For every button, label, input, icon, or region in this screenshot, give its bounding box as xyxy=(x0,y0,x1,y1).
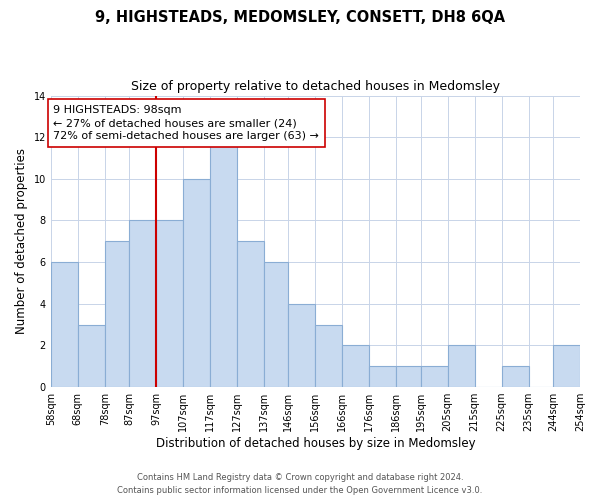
Text: 9, HIGHSTEADS, MEDOMSLEY, CONSETT, DH8 6QA: 9, HIGHSTEADS, MEDOMSLEY, CONSETT, DH8 6… xyxy=(95,10,505,25)
Bar xyxy=(237,242,264,387)
Bar xyxy=(502,366,529,387)
Bar xyxy=(156,220,183,387)
Bar xyxy=(264,262,289,387)
Bar xyxy=(553,346,580,387)
Bar xyxy=(343,346,370,387)
Bar xyxy=(105,242,129,387)
Bar xyxy=(448,346,475,387)
Bar xyxy=(397,366,421,387)
Text: Contains HM Land Registry data © Crown copyright and database right 2024.
Contai: Contains HM Land Registry data © Crown c… xyxy=(118,474,482,495)
Bar xyxy=(370,366,397,387)
Bar xyxy=(129,220,156,387)
Bar xyxy=(210,137,237,387)
Bar xyxy=(289,304,316,387)
Bar xyxy=(183,179,210,387)
Title: Size of property relative to detached houses in Medomsley: Size of property relative to detached ho… xyxy=(131,80,500,93)
Text: 9 HIGHSTEADS: 98sqm
← 27% of detached houses are smaller (24)
72% of semi-detach: 9 HIGHSTEADS: 98sqm ← 27% of detached ho… xyxy=(53,105,319,142)
Bar xyxy=(78,324,105,387)
Bar xyxy=(51,262,78,387)
X-axis label: Distribution of detached houses by size in Medomsley: Distribution of detached houses by size … xyxy=(155,437,475,450)
Y-axis label: Number of detached properties: Number of detached properties xyxy=(15,148,28,334)
Bar xyxy=(316,324,343,387)
Bar xyxy=(421,366,448,387)
